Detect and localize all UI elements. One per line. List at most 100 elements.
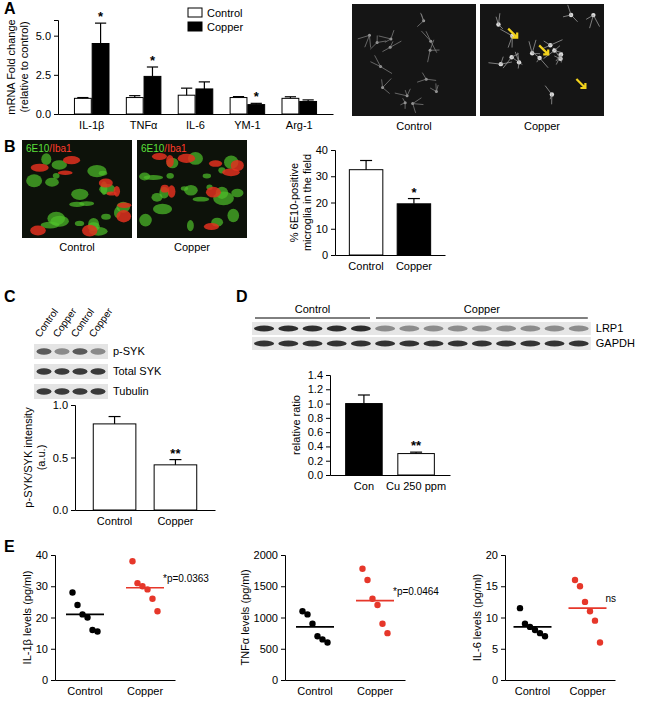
process [554,51,562,53]
group-label: Copper [464,303,500,315]
x-axis-line [506,680,616,681]
x-tick: Control [67,680,102,697]
blot-band [472,326,492,332]
image-label: Control [59,241,94,253]
blot-band [520,326,540,332]
blot-band [254,326,274,332]
process [390,41,401,47]
significance: ** [411,438,422,453]
y-tick-mark [326,475,330,476]
error-bar-stem [204,82,205,89]
x-tick: IL-1β [79,114,104,131]
y-tick: 0.2 [308,455,330,467]
annotations: ** [170,446,181,461]
process [421,13,424,21]
y-tick: 1500 [254,580,285,592]
significance: * [411,185,417,200]
y-tick: 0.5 [53,452,75,464]
process [593,15,599,27]
process [561,54,562,62]
y-tick-label: 1.2 [308,383,323,395]
bar [349,170,382,255]
y-tick-label: 0.2 [308,455,323,467]
green-signal [139,214,152,227]
bar [196,89,213,114]
y-tick-mark [501,555,505,556]
annotations: *** [98,9,260,104]
red-signal [161,185,169,193]
x-tick-label: Control [348,260,383,272]
y-tick-label: 15 [486,580,498,592]
annotation: *p=0.0464 [393,586,439,597]
y-tick-label: 30 [316,170,328,182]
x-tick: Control [297,680,332,697]
x-tick: Copper [127,680,163,697]
stain-label: 6E10/Iba1 [26,143,72,154]
y-tick-mark [71,405,75,406]
y-axis-title: % 6E10-positive [288,163,300,243]
stain-label: 6E10/Iba1 [141,143,187,154]
process [568,5,571,15]
red-signal [117,203,131,208]
green-signal [184,185,198,195]
x-tick: IL-6 [186,114,205,131]
error-bar-stem [186,88,187,95]
y-tick-mark [501,680,505,681]
y-axis-line [281,556,286,681]
blot-band [545,326,565,332]
y-tick-mark [54,36,58,37]
blot-band [496,341,516,347]
blot-band [375,326,395,332]
error-bar-cap [181,88,192,89]
y-tick-label: 5.0 [36,30,51,42]
micrograph [352,4,476,116]
blot-band [91,388,106,394]
plot-area [93,417,196,510]
blot-strip [34,384,108,399]
error-bar [129,96,140,98]
y-tick-mark [54,75,58,76]
process [556,54,561,61]
legend-swatch [188,22,202,31]
process [518,62,520,68]
x-axis-line [331,475,451,476]
process [551,95,552,105]
y-tick-label: 10 [36,643,48,655]
y-axis-title: (relative to control) [18,21,30,112]
blot-band [545,341,565,347]
blot-band [448,326,468,332]
blot-band [448,341,468,347]
y-tick-mark [281,649,285,650]
green-signal [71,189,88,200]
blot-band [399,326,419,332]
x-axis: ControlCopper [286,680,406,697]
y-tick-label: 10 [486,612,498,624]
error-bar-cap [358,394,370,395]
y-tick: 0.0 [36,108,58,120]
blot-row [34,384,108,399]
process [370,43,377,50]
y-tick-mark [326,432,330,433]
error-bar [181,88,192,95]
mean-line [569,607,607,609]
process [421,14,423,21]
process [503,57,512,68]
plot-area [514,577,607,646]
dot-plot: 0500100015002000TNFα levels (pg/ml)Contr… [239,549,439,697]
dot [577,583,583,589]
process [430,88,436,91]
significance: * [150,53,156,68]
y-axis-title: p-SYK/SYK intensity [22,407,34,508]
y-axis-title: IL-1β levels (pg/ml) [21,571,33,665]
y-tick-mark [331,176,335,177]
process [385,39,391,42]
process [413,103,424,105]
blot-band [91,348,106,354]
y-axis-line [331,151,336,256]
y-axis: 010203040 [316,144,336,261]
dot-plot: 010203040IL-1β levels (pg/ml)ControlCopp… [21,549,209,697]
x-tick-label: Arg-1 [286,119,313,131]
process [556,54,561,64]
panel-label: A [4,0,16,17]
blot-band [37,388,52,394]
